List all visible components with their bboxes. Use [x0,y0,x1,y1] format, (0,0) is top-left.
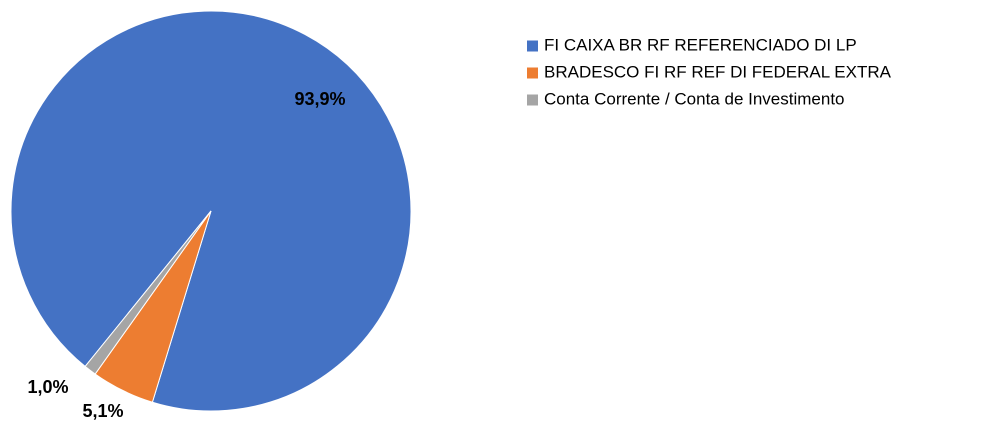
legend: FI CAIXA BR RF REFERENCIADO DI LP BRADESC… [527,35,892,108]
legend-label: FI CAIXA BR RF REFERENCIADO DI LP [544,35,857,54]
pie-slice [84,210,212,375]
legend-swatch [527,40,538,52]
legend-label: BRADESCO FI RF REF DI FEDERAL EXTRA [544,62,892,81]
legend-swatch [527,67,538,79]
legend-swatch [527,94,538,106]
pie [10,10,412,412]
data-label: 1,0% [27,377,68,397]
data-label: 5,1% [82,401,123,421]
data-label: 93,9% [294,89,345,109]
legend-label: Conta Corrente / Conta de Investimento [544,89,845,108]
data-labels: 93,9% 5,1% 1,0% [27,89,345,421]
